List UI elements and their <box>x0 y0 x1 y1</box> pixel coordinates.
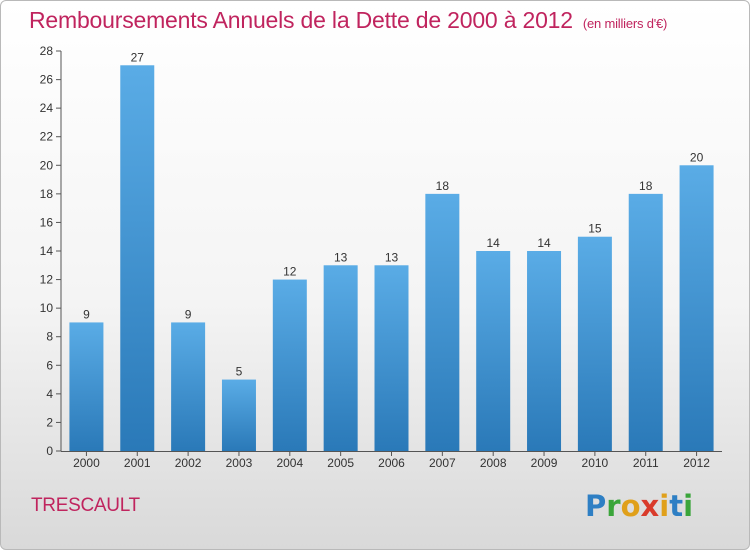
y-tick-label: 22 <box>40 130 54 144</box>
y-tick-label: 16 <box>40 215 54 229</box>
bar <box>69 322 104 451</box>
labels: 2000 9 2001 27 2002 9 2003 5 2004 12 2005 13 2006 13 2… <box>73 50 710 470</box>
bar <box>628 193 663 451</box>
bar <box>272 279 307 451</box>
x-tick-label: 2009 <box>531 456 558 470</box>
y-tick-label: 14 <box>40 244 54 258</box>
bar <box>679 165 714 452</box>
bar <box>323 265 358 451</box>
x-tick-label: 2007 <box>429 456 456 470</box>
logo-letter: x <box>640 489 660 523</box>
data-label: 20 <box>690 150 704 164</box>
x-tick-label: 2000 <box>73 456 100 470</box>
bar <box>476 251 511 451</box>
y-tick-label: 26 <box>40 73 54 87</box>
y-tick-label: 24 <box>40 101 54 115</box>
chart-unit: (en milliers d'€) <box>582 16 668 31</box>
y-tick-label: 0 <box>46 444 53 458</box>
bar <box>527 251 562 451</box>
commune-name: TRESCAULT <box>31 495 140 516</box>
y-tick-label: 6 <box>46 358 53 372</box>
data-label: 13 <box>334 250 348 264</box>
logo-letter: o <box>620 489 641 523</box>
y-tick-label: 2 <box>46 415 53 429</box>
data-label: 15 <box>588 222 602 236</box>
x-tick-label: 2010 <box>582 456 609 470</box>
bar <box>120 65 155 452</box>
chart-title-text: Remboursements Annuels de la Dette de 20… <box>29 7 573 33</box>
y-tick-label: 18 <box>40 187 54 201</box>
bar <box>221 379 256 451</box>
x-tick-label: 2006 <box>378 456 405 470</box>
x-tick-label: 2012 <box>683 456 710 470</box>
bars <box>69 65 714 452</box>
data-label: 5 <box>236 365 243 379</box>
y-tick-label: 28 <box>40 44 54 58</box>
data-label: 18 <box>436 179 450 193</box>
data-label: 12 <box>283 265 297 279</box>
data-label: 13 <box>385 250 399 264</box>
data-label: 14 <box>537 236 551 250</box>
bar <box>374 265 409 451</box>
data-label: 9 <box>83 307 90 321</box>
x-tick-label: 2008 <box>480 456 507 470</box>
x-tick-label: 2001 <box>124 456 151 470</box>
logo-letter: P <box>585 489 607 523</box>
x-tick-label: 2003 <box>226 456 253 470</box>
data-label: 9 <box>185 307 192 321</box>
x-tick-label: 2002 <box>175 456 202 470</box>
proxiti-logo[interactable]: Proxiti <box>585 489 693 523</box>
logo-letter: i <box>683 489 694 523</box>
data-label: 18 <box>639 179 653 193</box>
y-tick-label: 10 <box>40 301 54 315</box>
y-tick-label: 4 <box>46 387 53 401</box>
x-tick-label: 2004 <box>276 456 303 470</box>
y-tick-label: 8 <box>46 330 53 344</box>
logo-letter: r <box>606 489 621 523</box>
y-tick-label: 12 <box>40 273 54 287</box>
x-tick-label: 2011 <box>633 456 659 470</box>
chart-title: Remboursements Annuels de la Dette de 20… <box>29 7 667 34</box>
data-label: 27 <box>131 50 145 64</box>
logo-letter: i <box>659 489 670 523</box>
x-tick-label: 2005 <box>327 456 354 470</box>
y-tick-label: 20 <box>40 158 54 172</box>
logo-letter: t <box>669 489 684 523</box>
bar <box>171 322 206 451</box>
data-label: 14 <box>487 236 501 250</box>
bar <box>425 193 460 451</box>
bar <box>577 236 612 451</box>
